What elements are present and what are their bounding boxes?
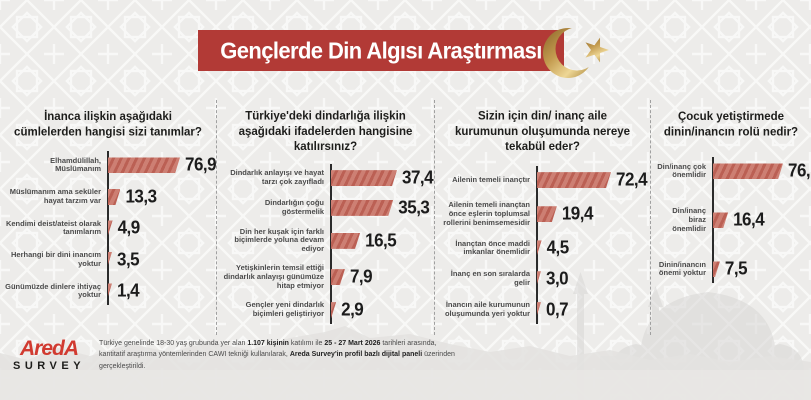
bar-value: 4,5: [546, 237, 570, 259]
bar: [331, 170, 397, 186]
bar-label: Yetişkinlerin temsil ettiği dindarlık an…: [223, 262, 324, 290]
bar-label: Dinin/inancın önemi yoktur: [658, 259, 706, 278]
bar-value: 16,5: [365, 230, 397, 251]
panel-title: Çocuk yetiştirmede dinin/inancın rolü ne…: [663, 110, 799, 139]
bar-row: Dindarlık anlayışı ve hayat tarzı çok za…: [221, 167, 434, 188]
bar-label: İnancın aile kurumunun oluşumunda yeri y…: [444, 300, 530, 319]
bar: [108, 157, 180, 173]
bar-chart: Ailenin temeli inançtır 72,4 Ailenin temel…: [439, 166, 648, 325]
bar: [537, 271, 541, 287]
bar-label: Din/inanç çok önemlidir: [657, 161, 706, 180]
bar-row: Günümüzde dinlere ihtiyaç yoktur 1,4: [4, 280, 212, 302]
bar: [331, 233, 360, 249]
bar-label: Dindarlığın çoğu göstermelik: [264, 198, 324, 216]
bar-label: Günümüzde dinlere ihtiyaç yoktur: [5, 281, 101, 300]
bar: [713, 163, 783, 179]
bar-value: 13,3: [125, 186, 157, 207]
bar-value: 7,9: [349, 266, 373, 287]
bar-value: 19,4: [561, 203, 594, 225]
bar-row: Din/inanç çok önemlidir 76,1: [655, 161, 811, 182]
logo-survey: SURVEY: [13, 360, 86, 372]
panel-title: Sizin için din/ inanç aile kurumunun olu…: [454, 109, 631, 154]
bar-row: Kendimi deist/ateist olarak tanımlarım 4,…: [4, 217, 212, 239]
bar-row: Dinin/inancın önemi yoktur 7,5: [655, 258, 807, 280]
bar-value: 2,9: [341, 299, 364, 320]
areda-survey-logo: AredA SURVEY: [13, 338, 85, 372]
survey-panel-3: Sizin için din/ inanç aile kurumunun olu…: [434, 100, 650, 335]
bar-chart: Din/inanç çok önemlidir 76,1 Din/inanç bir…: [655, 157, 811, 284]
bar-value: 3,0: [546, 268, 569, 289]
bar-value: 0,7: [546, 299, 569, 320]
bar-row: Din her kuşak için farklı biçimlerde yol…: [221, 226, 430, 255]
bar: [537, 302, 541, 318]
survey-panel-2: Türkiye'deki dindarlığa ilişkin aşağıdak…: [216, 100, 434, 335]
bar-label: İnançtan önce maddi imkanlar önemlidir: [455, 238, 530, 257]
survey-panel-1: İnanca ilişkin aşağıdaki cümlelerden han…: [0, 100, 217, 335]
panel-title: İnanca ilişkin aşağıdaki cümlelerden han…: [14, 110, 202, 139]
bar-row: Elhamdülillah, Müslümanım 76,9: [4, 155, 216, 176]
bar-label: İnanç en son sıralarda gelir: [450, 269, 530, 288]
bar-row: Müslümanım ama seküler hayat tarzım var 1…: [4, 186, 212, 207]
bar-row: Herhangi bir dini inancım yoktur 3,5: [4, 249, 212, 270]
bar-label: Elhamdülillah, Müslümanım: [50, 155, 101, 174]
bar-row: Yetişkinlerin temsil ettiği dindarlık an…: [221, 262, 430, 291]
bar-label: Kendimi deist/ateist olarak tanımlarım: [5, 218, 101, 237]
bar: [537, 172, 611, 188]
bar: [108, 189, 120, 205]
bar-value: 1,4: [117, 280, 140, 302]
bar: [331, 269, 345, 285]
axis-line: [712, 157, 714, 284]
bar-label: Müslümanım ama seküler hayat tarzım var: [9, 187, 101, 205]
bar-value: 76,1: [788, 160, 811, 182]
bar-row: Din/inanç biraz önemlidir 16,4: [655, 206, 807, 234]
bar-value: 37,4: [402, 167, 434, 188]
bar-label: Gençler yeni dindarlık biçimleri gelişti…: [245, 300, 324, 319]
bar: [108, 283, 112, 299]
bar-chart: Elhamdülillah, Müslümanım 76,9 Müslümanım …: [4, 151, 217, 306]
bar: [713, 212, 728, 228]
bar-label: Ailenin temeli inançtır: [452, 174, 530, 184]
panel-title: Türkiye'deki dindarlığa ilişkin aşağıdak…: [238, 109, 413, 154]
bar-label: Herhangi bir dini inancım yoktur: [10, 250, 101, 268]
bar-label: Ailenin temeli inançtan önce eşlerin top…: [443, 200, 530, 227]
bar-row: Gençler yeni dindarlık biçimleri gelişti…: [221, 299, 430, 320]
bar-row: İnancın aile kurumunun oluşumunda yeri y…: [439, 299, 646, 320]
bar: [713, 261, 720, 277]
bar-row: İnanç en son sıralarda gelir 3,0: [439, 268, 646, 289]
bar: [108, 220, 113, 236]
methodology-note: Türkiye genelinde 18-30 yaş grubunda yer…: [99, 340, 455, 370]
bar: [108, 252, 112, 268]
bar-chart: Dindarlık anlayışı ve hayat tarzı çok za…: [221, 164, 434, 325]
bar: [331, 302, 336, 318]
bar-label: Din her kuşak için farklı biçimlerde yol…: [234, 226, 324, 254]
bar: [537, 206, 557, 222]
page-title: Gençlerde Din Algısı Araştırması: [220, 36, 542, 64]
bar-label: Din/inanç biraz önemlidir: [672, 206, 706, 233]
axis-line: [536, 166, 538, 325]
logo-areda: AredA: [20, 337, 79, 360]
bar-value: 76,9: [185, 154, 217, 176]
footer: AredA SURVEY Türkiye genelinde 18-30 yaş…: [13, 338, 461, 372]
bar: [331, 200, 393, 216]
crescent-star-icon: [543, 28, 609, 78]
bar-label: Dindarlık anlayışı ve hayat tarzı çok za…: [230, 168, 324, 187]
bar-row: Ailenin temeli inançtır 72,4: [439, 169, 648, 190]
survey-panels: İnanca ilişkin aşağıdaki cümlelerden han…: [0, 100, 811, 335]
bar-row: Dindarlığın çoğu göstermelik 35,3: [221, 197, 430, 218]
axis-line: [107, 151, 109, 306]
bar-value: 7,5: [724, 258, 748, 280]
torn-paper-edge: [0, 326, 811, 400]
survey-panel-4: Çocuk yetiştirmede dinin/inancın rolü ne…: [650, 100, 811, 335]
bar-value: 16,4: [733, 209, 765, 231]
title-banner: Gençlerde Din Algısı Araştırması: [198, 30, 564, 71]
bar-row: İnançtan önce maddi imkanlar önemlidir 4,…: [439, 237, 646, 259]
bar: [537, 240, 542, 256]
bar-value: 72,4: [616, 169, 648, 190]
bar-value: 35,3: [398, 197, 430, 218]
axis-line: [330, 164, 332, 325]
bar-value: 3,5: [117, 249, 140, 270]
bar-row: Ailenin temeli inançtan önce eşlerin top…: [439, 200, 646, 228]
bar-value: 4,9: [117, 217, 141, 239]
